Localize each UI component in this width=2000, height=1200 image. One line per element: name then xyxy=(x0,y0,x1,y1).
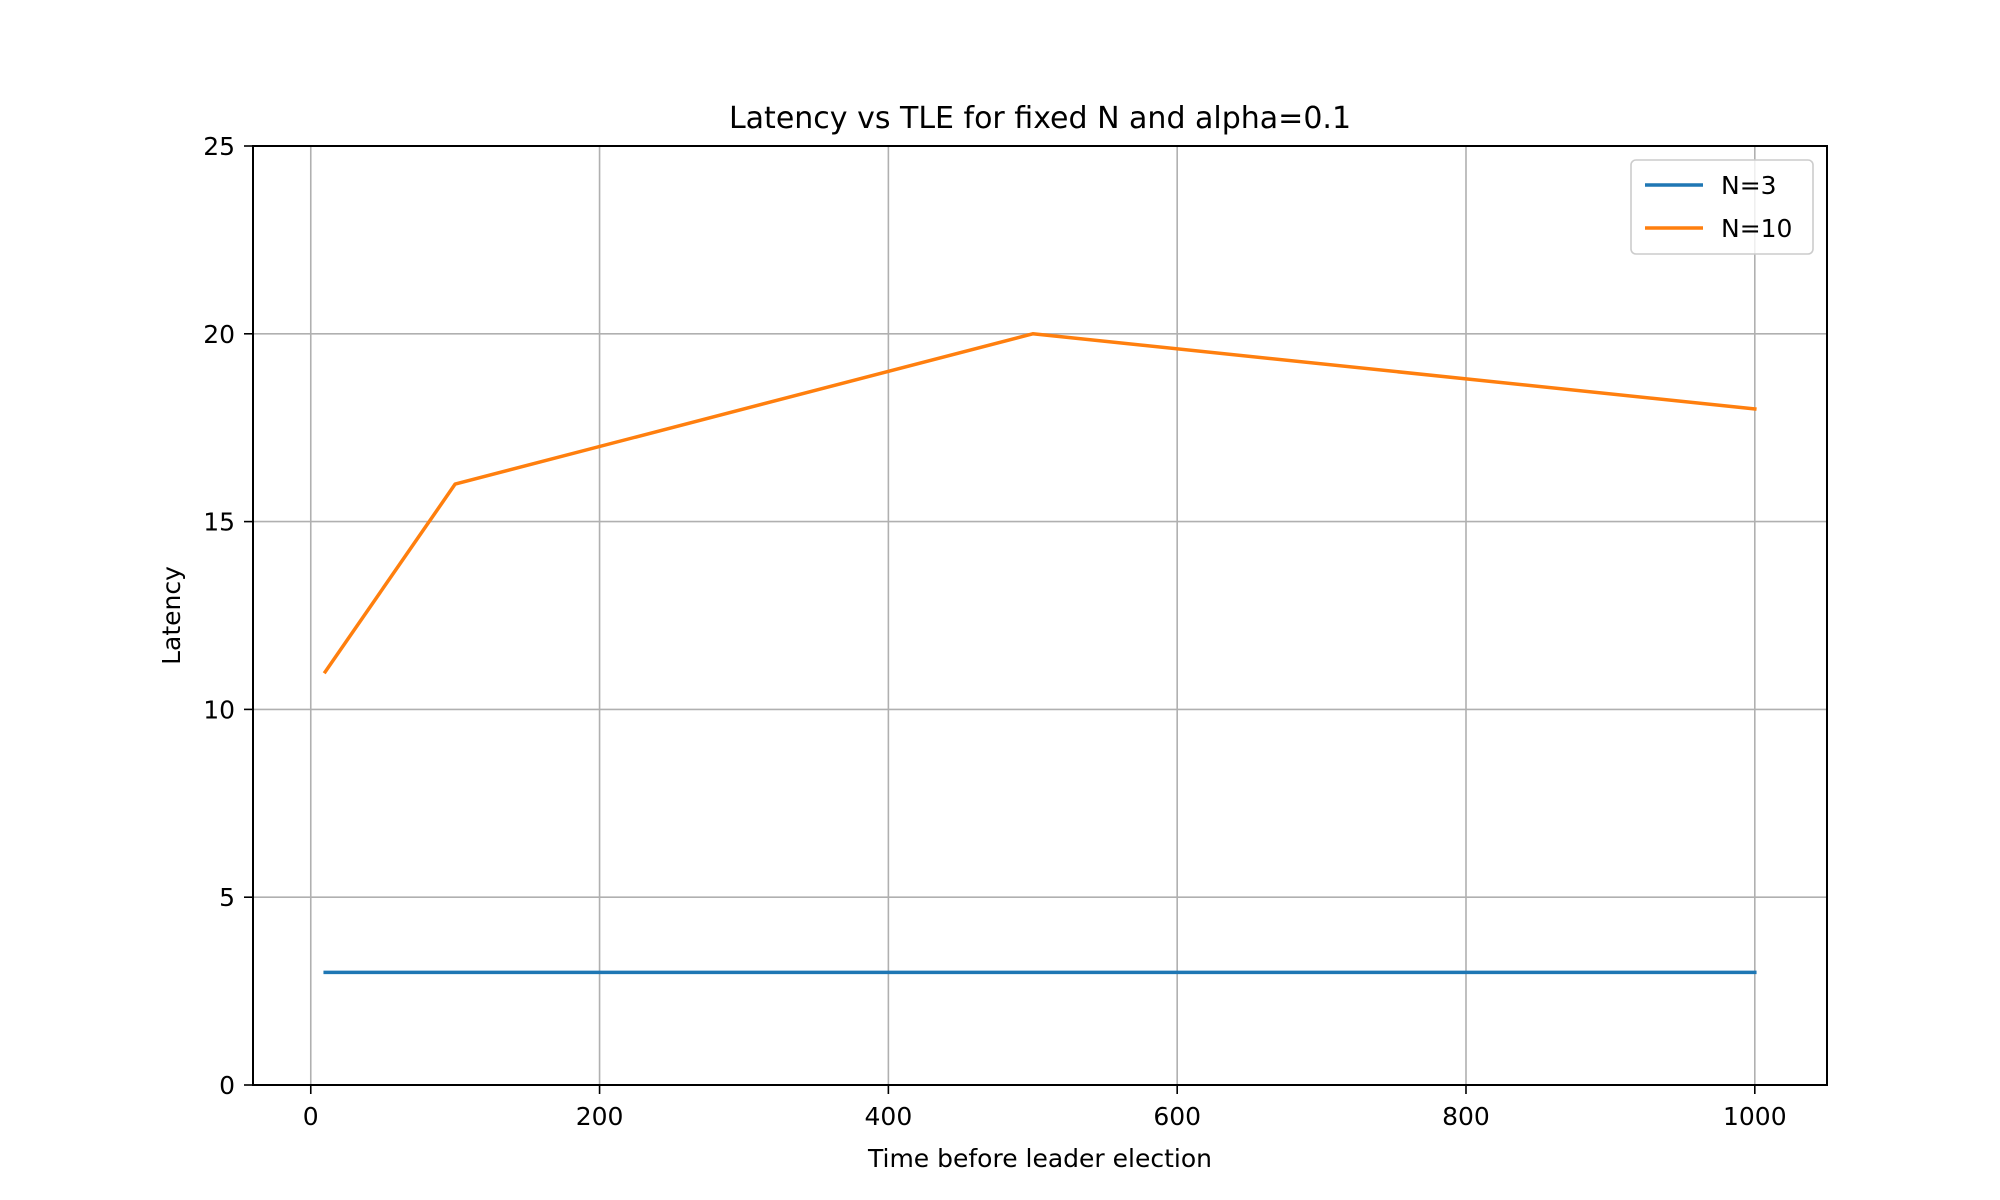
x-tick-label: 800 xyxy=(1442,1102,1490,1131)
axis-ticks: 0 200 400 600 800 1000 0 5 10 15 20 25 xyxy=(203,132,1786,1131)
legend: N=3 N=10 xyxy=(1630,159,1814,255)
x-tick-label: 600 xyxy=(1153,1102,1201,1131)
y-tick-label: 25 xyxy=(203,132,235,161)
x-tick-label: 0 xyxy=(303,1102,319,1131)
y-tick-label: 0 xyxy=(219,1071,235,1100)
y-tick-label: 20 xyxy=(203,320,235,349)
legend-label: N=3 xyxy=(1721,171,1777,200)
x-tick-label: 200 xyxy=(576,1102,624,1131)
y-tick-label: 15 xyxy=(203,508,235,537)
series-line-N=10 xyxy=(322,332,1757,675)
x-tick-label: 400 xyxy=(865,1102,913,1131)
chart-title: Latency vs TLE for fixed N and alpha=0.1 xyxy=(729,101,1351,136)
series-lines xyxy=(322,332,1757,975)
legend-label: N=10 xyxy=(1721,214,1792,243)
x-tick-label: 1000 xyxy=(1723,1102,1787,1131)
y-axis-label: Latency xyxy=(157,566,186,665)
y-tick-label: 10 xyxy=(203,695,235,724)
plot-area-frame xyxy=(252,145,1828,1086)
x-axis-label: Time before leader election xyxy=(867,1144,1212,1173)
y-tick-label: 5 xyxy=(219,883,235,912)
